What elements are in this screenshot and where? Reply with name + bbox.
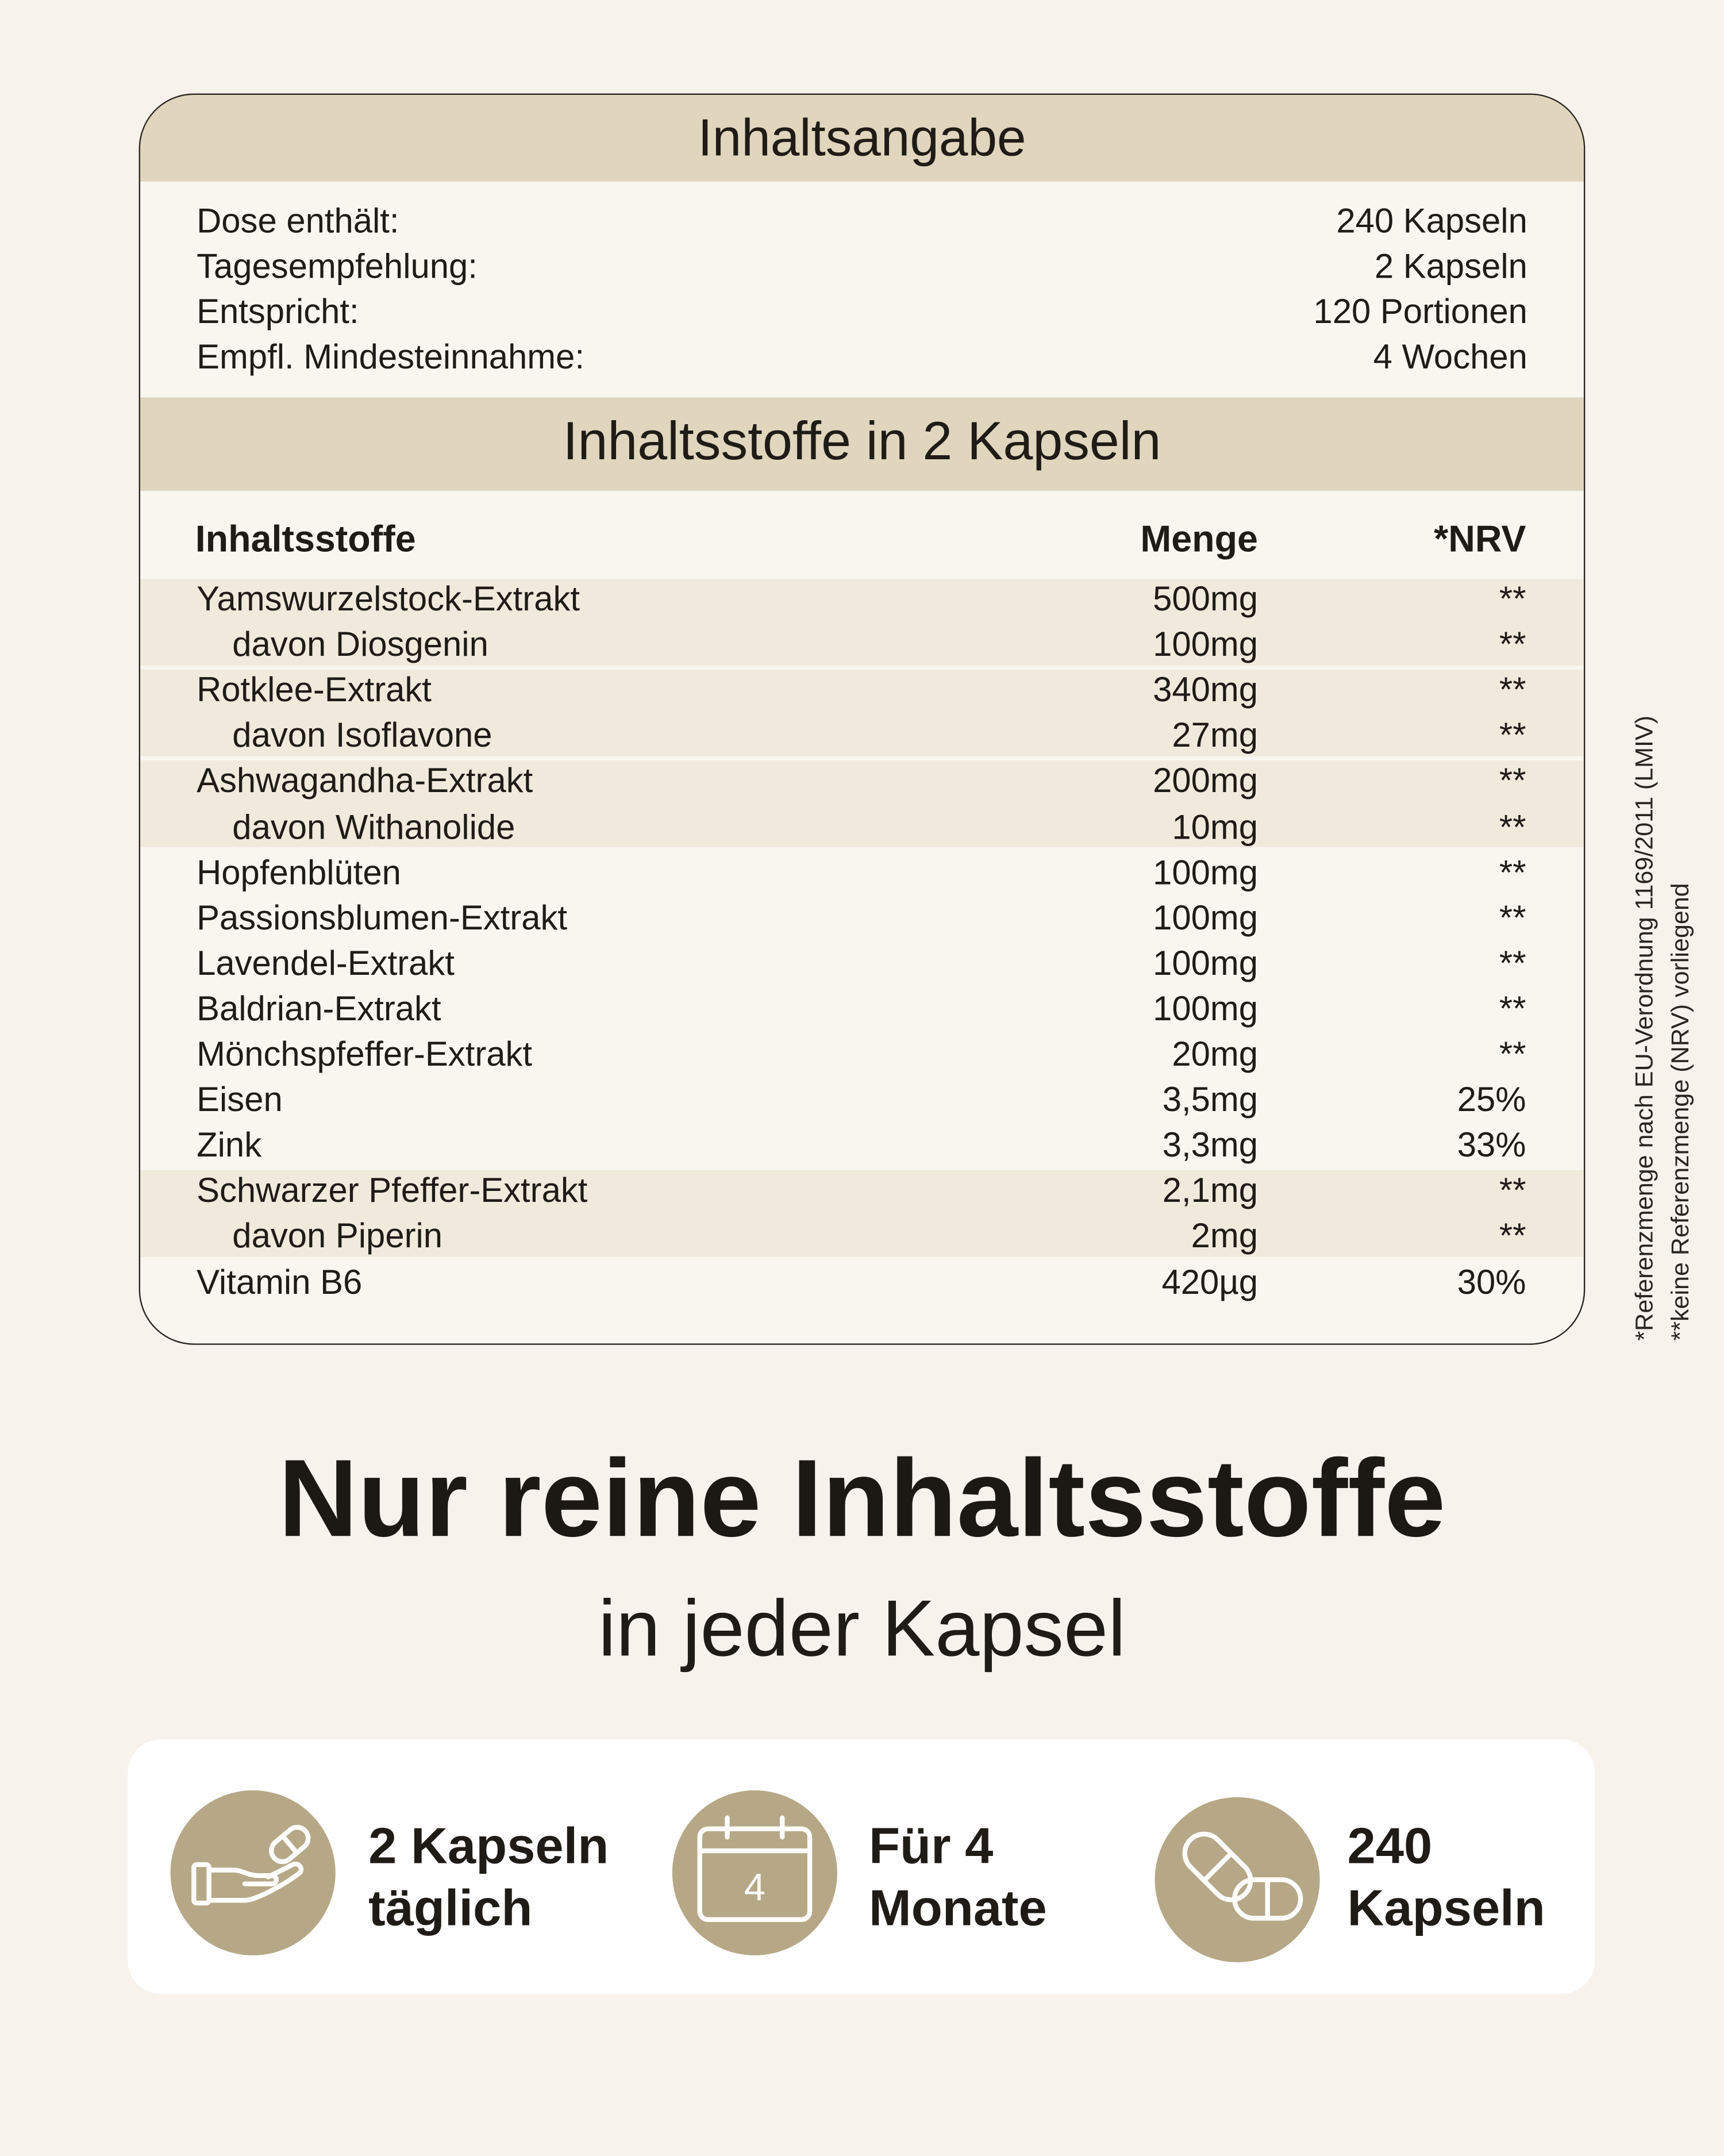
ingredient-amount: 3,3mg — [1162, 1126, 1258, 1165]
icon-circle — [1155, 1797, 1320, 1962]
ingredient-name: Lavendel-Extrakt — [197, 944, 455, 983]
ingredient-name: Zink — [197, 1126, 262, 1165]
ingredient-nrv: 33% — [1457, 1126, 1526, 1165]
icon-circle: 4 — [672, 1790, 837, 1955]
section-band — [140, 397, 1584, 491]
ingredient-name: Passionsblumen-Extrakt — [197, 898, 567, 937]
summary-value: 2 Kapseln — [1374, 247, 1527, 286]
feature-text: 240 — [1347, 1817, 1433, 1874]
ingredient-amount: 27mg — [1172, 717, 1258, 756]
card-title: Inhaltsangabe — [698, 110, 1026, 168]
ingredient-name: davon Piperin — [232, 1217, 443, 1256]
ingredient-amount: 2mg — [1191, 1217, 1258, 1256]
row-shade — [140, 579, 1584, 666]
info-card: Inhaltsangabe Inhaltsstoffe in 2 Kapseln… — [138, 93, 1586, 1345]
feature-text: täglich — [368, 1880, 533, 1936]
row-shade — [140, 670, 1584, 757]
ingredient-nrv: 30% — [1457, 1263, 1526, 1302]
subheadline: in jeder Kapsel — [598, 1584, 1126, 1674]
ingredient-nrv: ** — [1499, 762, 1526, 801]
ingredient-name: Mönchspfeffer-Extrakt — [197, 1035, 533, 1074]
ingredient-amount: 420µg — [1161, 1263, 1258, 1302]
summary-label: Tagesempfehlung: — [197, 247, 478, 286]
ingredient-amount: 2,1mg — [1162, 1171, 1258, 1210]
ingredient-name: Schwarzer Pfeffer-Extrakt — [197, 1171, 588, 1210]
ingredient-amount: 10mg — [1172, 808, 1258, 847]
ingredient-amount: 100mg — [1153, 625, 1258, 664]
ingredient-name: Vitamin B6 — [197, 1263, 363, 1302]
hand-pill-icon — [191, 1824, 311, 1906]
ingredient-name: Rotklee-Extrakt — [197, 671, 432, 710]
summary-label: Dose enthält: — [197, 202, 399, 241]
capsules-icon — [1182, 1831, 1303, 1921]
ingredient-nrv: 25% — [1457, 1081, 1526, 1120]
section-title: Inhaltsstoffe in 2 Kapseln — [563, 412, 1161, 472]
feature-text: Für 4 — [868, 1817, 994, 1874]
ingredient-nrv: ** — [1499, 944, 1526, 983]
ingredient-nrv: ** — [1499, 898, 1526, 937]
ingredient-nrv: ** — [1499, 671, 1526, 710]
column-header: Menge — [1140, 518, 1258, 560]
ingredient-amount: 100mg — [1153, 898, 1258, 937]
ingredient-amount: 200mg — [1153, 762, 1258, 801]
header-band — [140, 95, 1584, 182]
feature-text: Kapseln — [1347, 1880, 1545, 1936]
row-shade — [140, 1170, 1584, 1258]
ingredient-nrv: ** — [1499, 1171, 1526, 1210]
icon-circle — [170, 1790, 336, 1955]
ingredient-amount: 500mg — [1153, 580, 1258, 619]
ingredient-name: Hopfenblüten — [197, 853, 401, 892]
ingredient-name: davon Isoflavone — [232, 717, 492, 756]
calendar-number: 4 — [744, 1866, 765, 1909]
feature-text: 2 Kapseln — [368, 1817, 609, 1874]
ingredient-name: Baldrian-Extrakt — [197, 990, 441, 1029]
headline: Nur reine Inhaltsstoffe — [278, 1436, 1446, 1559]
footnote: **keine Referenzmenge (NRV) vorliegend — [1666, 883, 1694, 1341]
feature-text: Monate — [868, 1880, 1047, 1936]
ingredient-name: Yamswurzelstock-Extrakt — [197, 580, 580, 619]
summary-value: 120 Portionen — [1313, 293, 1527, 332]
ingredient-amount: 3,5mg — [1162, 1081, 1258, 1120]
ingredient-amount: 340mg — [1153, 671, 1258, 710]
ingredient-amount: 100mg — [1153, 990, 1258, 1029]
ingredient-amount: 100mg — [1153, 944, 1258, 983]
column-header: *NRV — [1434, 518, 1526, 560]
footnote: *Referenzmenge nach EU-Verordnung 1169/2… — [1630, 715, 1658, 1341]
summary-value: 4 Wochen — [1373, 338, 1527, 377]
calendar-icon: 4 — [697, 1815, 813, 1922]
ingredient-nrv: ** — [1499, 1217, 1526, 1256]
ingredient-name: davon Withanolide — [232, 808, 515, 847]
ingredient-nrv: ** — [1499, 1035, 1526, 1074]
ingredient-amount: 100mg — [1153, 853, 1258, 892]
ingredient-nrv: ** — [1499, 808, 1526, 847]
summary-label: Empfl. Mindesteinnahme: — [197, 338, 584, 377]
row-shade — [140, 760, 1584, 848]
ingredient-amount: 20mg — [1172, 1035, 1258, 1074]
ingredient-nrv: ** — [1499, 580, 1526, 619]
summary-label: Entspricht: — [197, 293, 359, 332]
ingredient-name: Eisen — [197, 1081, 283, 1120]
ingredient-nrv: ** — [1499, 990, 1526, 1029]
ingredient-name: davon Diosgenin — [232, 625, 488, 664]
ingredient-nrv: ** — [1499, 717, 1526, 756]
ingredient-nrv: ** — [1499, 625, 1526, 664]
ingredient-nrv: ** — [1499, 853, 1526, 892]
summary-value: 240 Kapseln — [1336, 202, 1527, 241]
features-box: 4 2 Kapseln täglich Für 4 Monate 240 Kapseln — [128, 1739, 1595, 1994]
column-header: Inhaltsstoffe — [195, 518, 416, 560]
ingredient-name: Ashwagandha-Extrakt — [197, 762, 533, 801]
